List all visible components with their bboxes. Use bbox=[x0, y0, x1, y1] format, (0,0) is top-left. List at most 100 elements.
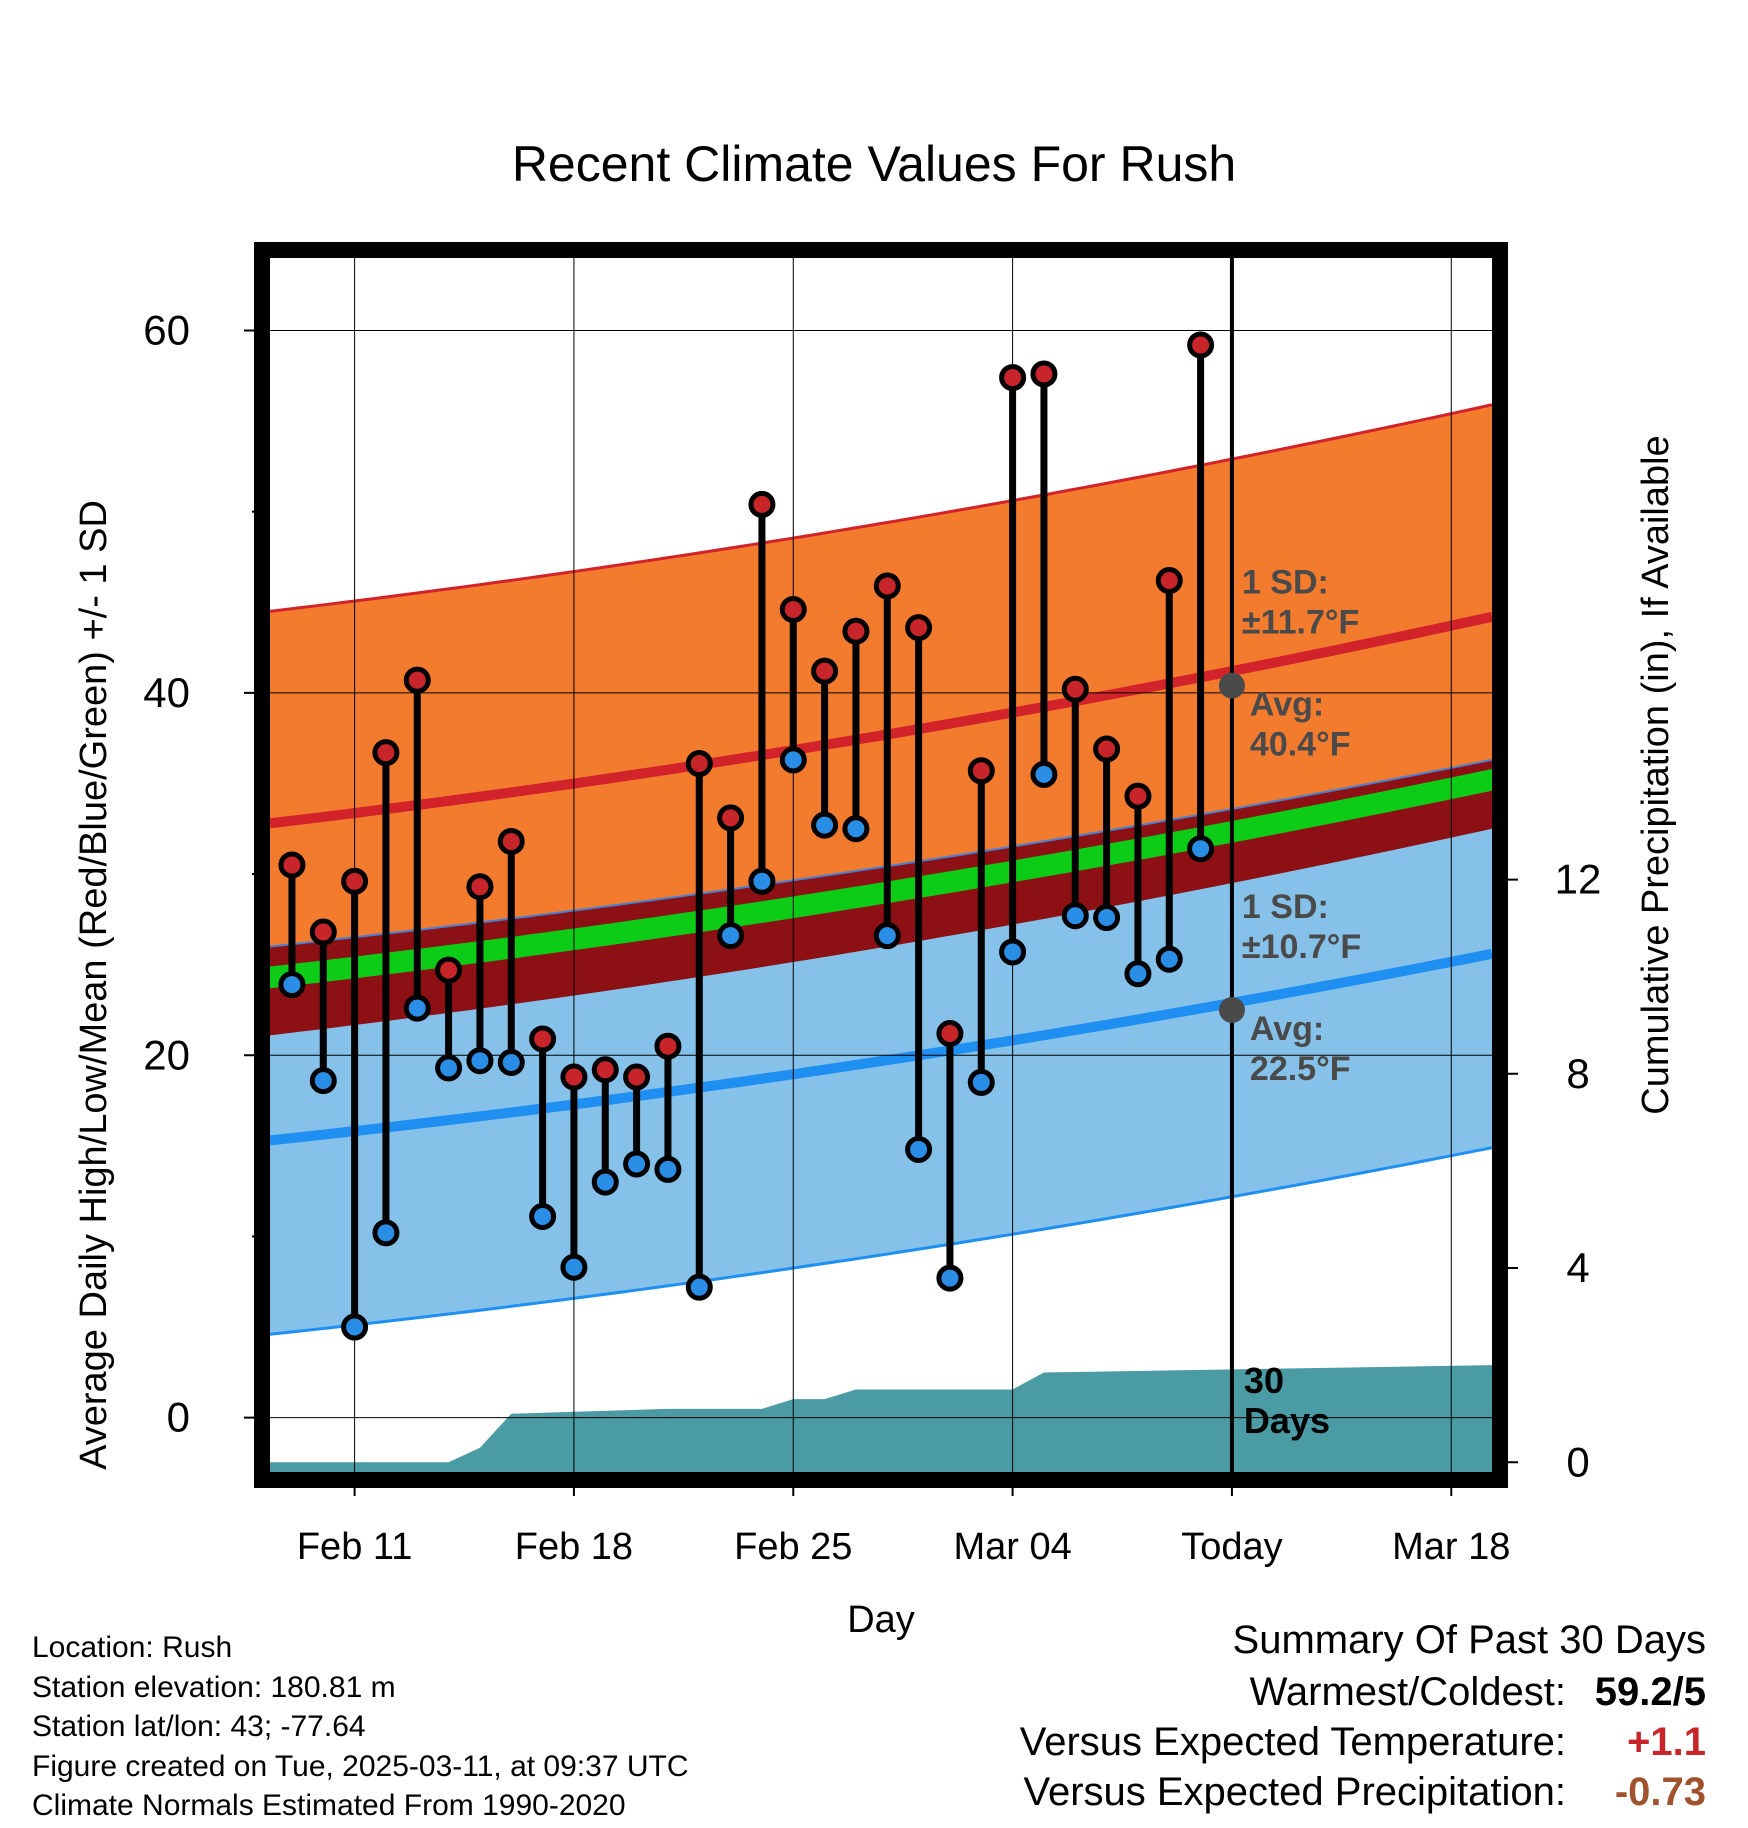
low-point-24 bbox=[1030, 760, 1058, 788]
elevation-text: Station elevation: 180.81 m bbox=[32, 1670, 396, 1704]
high-sd-label-0: 1 SD: bbox=[1242, 564, 1329, 602]
high-sd-label-1: ±11.7°F bbox=[1242, 604, 1359, 642]
x-tick-label-0: Feb 11 bbox=[297, 1526, 412, 1568]
low-sd-upper-line bbox=[270, 758, 1492, 948]
y-tick-label-40: 40 bbox=[143, 669, 190, 716]
precip-anomaly-value: -0.73 bbox=[1614, 1770, 1706, 1814]
plot-frame bbox=[254, 242, 1508, 1488]
low-point-14 bbox=[717, 922, 745, 950]
x-tick-label-3: Mar 04 bbox=[953, 1526, 1071, 1568]
temp-anomaly-label: Versus Expected Temperature: bbox=[1019, 1720, 1566, 1764]
low-point-23 bbox=[999, 938, 1027, 966]
high-point-22 bbox=[967, 757, 995, 785]
temp-anomaly-value: +1.1 bbox=[1627, 1720, 1706, 1764]
high-point-25 bbox=[1061, 675, 1089, 703]
low-point-2 bbox=[341, 1313, 369, 1341]
low-point-8 bbox=[529, 1203, 557, 1231]
high-point-8 bbox=[529, 1025, 557, 1053]
high-point-4 bbox=[403, 666, 431, 694]
high-point-29 bbox=[1187, 331, 1215, 359]
low-avg-label-1: 22.5°F bbox=[1250, 1050, 1351, 1088]
high-point-27 bbox=[1124, 782, 1152, 810]
low-point-13 bbox=[685, 1273, 713, 1301]
low-point-20 bbox=[905, 1135, 933, 1163]
high-point-15 bbox=[748, 490, 776, 518]
low-point-12 bbox=[654, 1155, 682, 1183]
location-text: Location: Rush bbox=[32, 1631, 233, 1664]
summary-heading: Summary Of Past 30 Days bbox=[1232, 1618, 1706, 1662]
high-avg-marker bbox=[1218, 672, 1245, 699]
high-point-13 bbox=[685, 750, 713, 778]
x-tick-label-1: Feb 18 bbox=[515, 1526, 633, 1568]
high-point-16 bbox=[779, 596, 807, 624]
low-point-9 bbox=[560, 1253, 588, 1281]
high-point-23 bbox=[999, 364, 1027, 392]
low-point-3 bbox=[372, 1219, 400, 1247]
high-point-18 bbox=[842, 617, 870, 645]
y2-tick-label-4: 4 bbox=[1566, 1244, 1589, 1291]
low-avg-label-0: Avg: bbox=[1250, 1010, 1324, 1048]
high-point-3 bbox=[372, 739, 400, 767]
high-sd-upper-line bbox=[270, 403, 1492, 613]
high-avg-label-0: Avg: bbox=[1250, 686, 1324, 724]
y-tick-label-60: 60 bbox=[143, 306, 190, 353]
y2-tick-label-8: 8 bbox=[1566, 1050, 1589, 1097]
low-point-21 bbox=[936, 1264, 964, 1292]
high-point-19 bbox=[873, 572, 901, 600]
station-info: Location: Rush Station elevation: 180.81… bbox=[32, 1628, 689, 1826]
low-point-10 bbox=[591, 1168, 619, 1196]
low-mean-line bbox=[270, 948, 1492, 1146]
y-axis-label: Average Daily High/Low/Mean (Red/Blue/Gr… bbox=[73, 500, 115, 1470]
high-point-20 bbox=[905, 614, 933, 642]
high-point-2 bbox=[341, 867, 369, 895]
low-point-19 bbox=[873, 922, 901, 950]
low-avg-marker bbox=[1218, 996, 1245, 1023]
summary-panel: Summary Of Past 30 Days Warmest/Coldest:… bbox=[1020, 1618, 1706, 1820]
low-point-28 bbox=[1155, 945, 1183, 973]
low-point-1 bbox=[309, 1067, 337, 1095]
warm-cold-label: Warmest/Coldest: bbox=[1249, 1670, 1566, 1714]
mean-band bbox=[270, 768, 1492, 989]
low-point-11 bbox=[623, 1150, 651, 1178]
warm-cold-value: 59.2/5 bbox=[1594, 1670, 1706, 1714]
low-point-16 bbox=[779, 746, 807, 774]
low-point-27 bbox=[1124, 960, 1152, 988]
high-point-26 bbox=[1093, 735, 1121, 763]
latlon-text: Station lat/lon: 43; -77.64 bbox=[32, 1710, 366, 1743]
low-point-15 bbox=[748, 867, 776, 895]
low-point-6 bbox=[466, 1047, 494, 1075]
low-point-25 bbox=[1061, 902, 1089, 930]
high-point-6 bbox=[466, 873, 494, 901]
y2-axis-label: Cumulative Precipitation (in), If Availa… bbox=[1635, 435, 1677, 1114]
chart-title: Recent Climate Values For Rush bbox=[511, 136, 1237, 192]
period-label-1: Days bbox=[1244, 1400, 1330, 1441]
high-mean-line bbox=[270, 611, 1492, 829]
high-point-9 bbox=[560, 1063, 588, 1091]
high-point-1 bbox=[309, 918, 337, 946]
low-point-7 bbox=[497, 1049, 525, 1077]
high-point-7 bbox=[497, 827, 525, 855]
low-sd-label-0: 1 SD: bbox=[1242, 888, 1329, 926]
low-point-0 bbox=[278, 971, 306, 999]
high-point-21 bbox=[936, 1020, 964, 1048]
low-sd-label-1: ±10.7°F bbox=[1242, 928, 1361, 966]
period-label-0: 30 bbox=[1244, 1360, 1284, 1401]
high-point-5 bbox=[435, 956, 463, 984]
low-point-29 bbox=[1187, 835, 1215, 863]
low-point-22 bbox=[967, 1068, 995, 1096]
high-point-28 bbox=[1155, 567, 1183, 595]
low-point-18 bbox=[842, 815, 870, 843]
precipitation-area bbox=[270, 1365, 1492, 1472]
high-avg-label-1: 40.4°F bbox=[1250, 726, 1351, 764]
low-point-5 bbox=[435, 1054, 463, 1082]
created-text: Figure created on Tue, 2025-03-11, at 09… bbox=[32, 1749, 689, 1783]
x-tick-label-2: Feb 25 bbox=[734, 1526, 852, 1568]
high-point-17 bbox=[811, 657, 839, 685]
normals-text: Climate Normals Estimated From 1990-2020 bbox=[32, 1789, 626, 1822]
high-point-10 bbox=[591, 1056, 619, 1084]
high-point-12 bbox=[654, 1032, 682, 1060]
y-tick-label-20: 20 bbox=[143, 1031, 190, 1078]
y-tick-label-0: 0 bbox=[167, 1394, 190, 1441]
x-tick-label-5: Mar 18 bbox=[1392, 1526, 1510, 1568]
low-point-26 bbox=[1093, 904, 1121, 932]
